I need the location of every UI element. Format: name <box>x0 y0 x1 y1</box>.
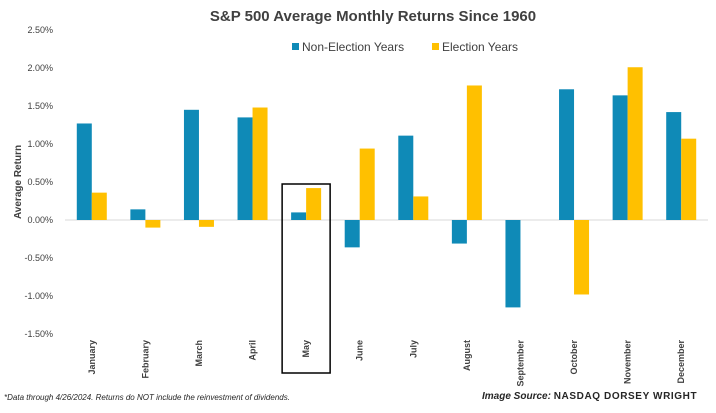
source-name: NASDAQ DORSEY WRIGHT <box>553 391 698 402</box>
bar-non-election-october <box>559 89 575 220</box>
bar-non-election-june <box>344 220 360 248</box>
y-tick-label: 0.00% <box>27 215 53 225</box>
bar-non-election-march <box>183 109 199 220</box>
x-tick-label: February <box>140 340 150 379</box>
y-tick-label: -0.50% <box>24 253 53 263</box>
y-axis-title: Average Return <box>13 145 24 219</box>
image-source: Image Source: NASDAQ DORSEY WRIGHT <box>482 391 697 402</box>
bar-non-election-april <box>237 117 253 220</box>
bars <box>65 67 708 374</box>
legend-label: Non-Election Years <box>302 40 404 54</box>
bar-non-election-august <box>451 220 467 244</box>
bar-non-election-november <box>612 95 628 220</box>
x-axis-labels: January February March April May June July Augu… <box>87 340 686 387</box>
y-axis-ticks: 2.50% 2.00% 1.50% 1.00% 0.50% 0.00% -0.50% -1.0… <box>24 25 53 339</box>
x-tick-label: September <box>515 340 525 387</box>
y-tick-label: 2.00% <box>27 63 53 73</box>
legend-label: Election Years <box>442 40 518 54</box>
bar-election-february <box>145 220 161 228</box>
bar-election-may <box>306 188 322 220</box>
x-tick-label: March <box>194 340 204 367</box>
bar-election-december <box>681 138 697 220</box>
x-tick-label: August <box>462 340 472 371</box>
x-tick-label: April <box>248 340 258 361</box>
bar-election-june <box>359 148 375 220</box>
bar-non-election-may <box>291 212 307 220</box>
bar-election-march <box>198 220 214 227</box>
source-label: Image Source: <box>482 391 551 402</box>
legend-swatch <box>292 43 299 50</box>
bar-non-election-september <box>505 220 521 308</box>
bar-non-election-february <box>130 209 146 220</box>
x-tick-label: June <box>355 340 365 361</box>
x-tick-label: October <box>569 340 579 375</box>
bar-election-january <box>91 192 107 220</box>
chart-title: S&P 500 Average Monthly Returns Since 19… <box>210 8 536 25</box>
y-tick-label: 2.50% <box>27 25 53 35</box>
bar-election-august <box>466 85 482 220</box>
x-tick-label: November <box>623 340 633 385</box>
bar-election-april <box>252 107 268 220</box>
x-tick-label: May <box>301 340 311 358</box>
y-tick-label: 0.50% <box>27 177 53 187</box>
bar-non-election-december <box>666 112 682 220</box>
bar-election-july <box>413 196 429 220</box>
legend-swatch <box>432 43 439 50</box>
highlight-box <box>281 183 331 374</box>
y-tick-label: -1.50% <box>24 329 53 339</box>
bar-election-november <box>627 67 643 221</box>
y-tick-label: 1.00% <box>27 139 53 149</box>
bar-non-election-january <box>76 123 92 220</box>
x-tick-label: December <box>676 340 686 384</box>
legend: Non-Election Years Election Years <box>292 40 518 54</box>
x-tick-label: January <box>87 340 97 375</box>
bar-non-election-july <box>398 135 414 220</box>
y-tick-label: -1.00% <box>24 291 53 301</box>
bar-election-october <box>574 220 590 295</box>
y-tick-label: 1.50% <box>27 101 53 111</box>
footnote: *Data through 4/26/2024. Returns do NOT … <box>4 393 290 402</box>
x-tick-label: July <box>408 340 418 358</box>
